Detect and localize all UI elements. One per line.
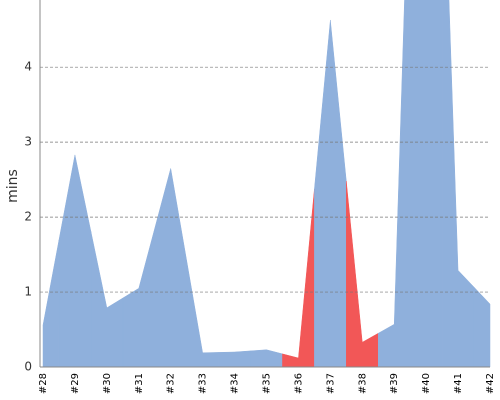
- area-segment: [314, 19, 347, 367]
- area-segment: [250, 349, 283, 367]
- y-tick-label: 2: [24, 210, 32, 224]
- x-tick-label: #34: [230, 373, 241, 394]
- area-segment: [122, 228, 155, 367]
- x-tick-label: #35: [262, 373, 273, 394]
- area-segment: [186, 260, 219, 367]
- area-segment: [282, 188, 315, 367]
- x-tick-label: #29: [70, 373, 81, 394]
- x-tick-label: #31: [134, 373, 145, 394]
- x-tick-label: #37: [325, 373, 336, 394]
- y-tick-label: 4: [24, 60, 32, 74]
- area-segment: [218, 350, 251, 367]
- x-tick-label: #33: [198, 373, 209, 394]
- x-tick-label: #28: [38, 373, 49, 394]
- y-tick-label: 3: [24, 135, 32, 149]
- area-segment: [346, 181, 379, 367]
- area-segment: [154, 168, 187, 367]
- area-segment: [441, 0, 475, 367]
- x-tick-label: #42: [485, 373, 496, 394]
- x-tick-label: #30: [102, 373, 113, 394]
- area-segment: [90, 231, 124, 367]
- area-segment: [473, 286, 491, 367]
- y-tick-label: 0: [24, 360, 32, 374]
- x-tick-label: #36: [293, 373, 304, 394]
- x-tick-label: #39: [389, 373, 400, 394]
- x-tick-label: #32: [166, 373, 177, 394]
- x-tick-label: #40: [421, 373, 432, 394]
- x-tick-label: #41: [453, 373, 464, 394]
- area-segment: [378, 0, 411, 367]
- plot-area: [42, 0, 491, 367]
- area-segment: [42, 239, 60, 367]
- area-segment: [409, 0, 443, 367]
- x-tick-label: #38: [357, 373, 368, 394]
- y-tick-label: 1: [24, 285, 32, 299]
- area-segment: [58, 154, 92, 367]
- y-axis-label: mins: [5, 169, 21, 203]
